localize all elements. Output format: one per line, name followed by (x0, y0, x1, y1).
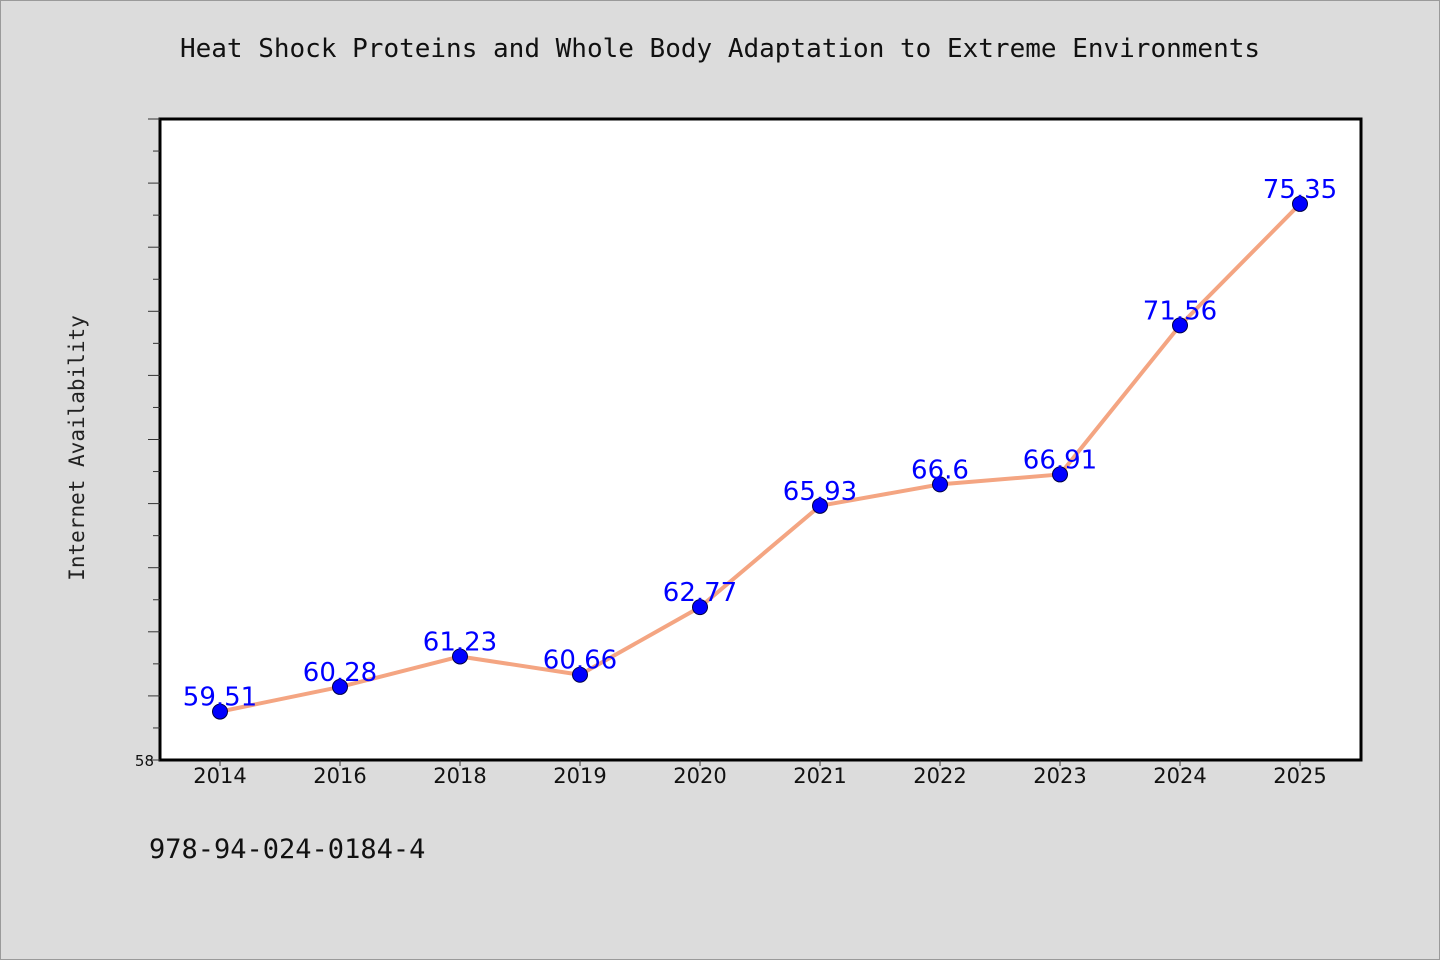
x-tick-label: 2022 (913, 764, 966, 788)
data-point (212, 703, 228, 720)
chart-title: Heat Shock Proteins and Whole Body Adapt… (179, 34, 1261, 64)
data-point (1052, 466, 1068, 483)
data-point (932, 476, 948, 493)
data-label: 75.35 (1263, 175, 1337, 205)
y-tick-label: 58 (135, 752, 154, 770)
data-point (812, 497, 828, 514)
data-point (1292, 195, 1308, 212)
data-point (452, 648, 468, 665)
data-label: 65.93 (783, 477, 857, 507)
x-tick-label: 2019 (553, 764, 606, 788)
data-point (572, 666, 588, 683)
plot-area (158, 117, 1363, 762)
y-axis-ticks: 58 (135, 118, 160, 770)
data-label: 71.56 (1143, 296, 1217, 326)
data-label: 60.28 (303, 658, 377, 688)
x-tick-label: 2014 (193, 764, 246, 788)
data-label: 60.66 (543, 646, 617, 676)
data-label: 62.77 (663, 578, 737, 608)
data-label: 61.23 (423, 627, 497, 657)
x-tick-label: 2018 (433, 764, 486, 788)
x-tick-label: 2024 (1153, 764, 1206, 788)
x-axis-ticks: 2014 2016 2018 2019 2020 2021 2022 2023 2024 2025 (193, 760, 1327, 788)
data-point (332, 678, 348, 695)
x-tick-label: 2023 (1033, 764, 1086, 788)
x-tick-label: 2016 (313, 764, 366, 788)
series-line (218, 201, 1302, 714)
isbn-code: 978-94-024-0184-4 (149, 834, 426, 865)
x-tick-label: 2025 (1273, 764, 1326, 788)
data-label: 66.91 (1023, 445, 1097, 475)
data-label: 66.6 (911, 455, 969, 485)
x-tick-label: 2021 (793, 764, 846, 788)
x-tick-label: 2020 (673, 764, 726, 788)
data-label: 59.51 (183, 683, 257, 713)
series-layer: 59.51 60.28 61.23 60.66 62.77 65.93 66.6 66.91 7… (183, 175, 1337, 720)
data-point (1172, 317, 1188, 334)
data-point (692, 599, 708, 616)
